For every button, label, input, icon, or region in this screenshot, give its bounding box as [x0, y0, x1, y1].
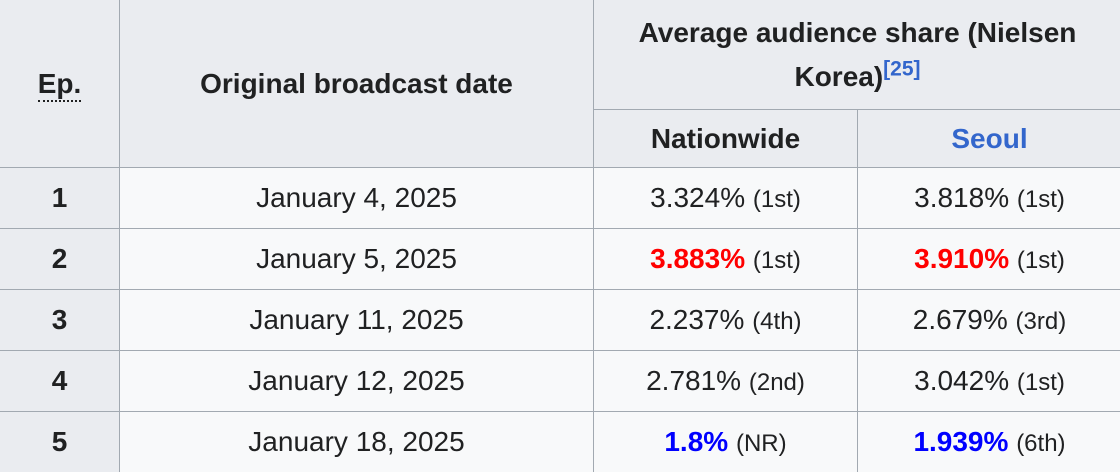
share-rank: (6th) [1016, 430, 1066, 458]
table-row: 2 January 5, 2025 3.883% (1st) 3.910% (1… [0, 228, 1120, 290]
share-rank: (1st) [1016, 186, 1065, 214]
nationwide-share: 3.324% (1st) [593, 167, 858, 229]
episode-number: 3 [0, 289, 120, 351]
broadcast-date: January 18, 2025 [119, 411, 594, 472]
share-rank: (NR) [735, 430, 787, 458]
ep-abbreviation: Ep. [37, 67, 82, 102]
header-row-top: Ep. Original broadcast date Average audi… [0, 0, 1120, 168]
audience-share-label: Average audience share (Nielsen Korea) [638, 17, 1077, 92]
seoul-share: 3.042% (1st) [857, 350, 1120, 412]
reference-link[interactable]: [25] [883, 57, 921, 81]
share-value: 2.237% [649, 304, 745, 336]
share-value: 2.781% [646, 365, 742, 397]
share-value: 3.818% [914, 182, 1010, 214]
share-rank: (1st) [1016, 369, 1065, 397]
share-value: 3.324% [650, 182, 746, 214]
table-row: 4 January 12, 2025 2.781% (2nd) 3.042% (… [0, 350, 1120, 412]
share-value: 3.042% [914, 365, 1010, 397]
audience-share-group-header: Average audience share (Nielsen Korea)[2… [593, 0, 1120, 110]
nationwide-share: 1.8% (NR) [593, 411, 858, 472]
reference-superscript: [25] [883, 57, 920, 80]
episode-number: 4 [0, 350, 120, 412]
share-rank: (1st) [752, 186, 801, 214]
broadcast-date: January 11, 2025 [119, 289, 594, 351]
share-rank: (2nd) [748, 369, 805, 397]
episode-number: 5 [0, 411, 120, 472]
share-value: 2.679% [912, 304, 1008, 336]
seoul-column-header: Seoul [857, 109, 1120, 168]
nationwide-share: 3.883% (1st) [593, 228, 858, 290]
broadcast-date: January 4, 2025 [119, 167, 594, 229]
table-row: 5 January 18, 2025 1.8% (NR) 1.939% (6th… [0, 411, 1120, 472]
broadcast-date: January 5, 2025 [119, 228, 594, 290]
seoul-share: 1.939% (6th) [857, 411, 1120, 472]
share-value: 3.910% [914, 243, 1010, 275]
seoul-link[interactable]: Seoul [951, 122, 1028, 154]
episode-number: 2 [0, 228, 120, 290]
ep-column-header: Ep. [0, 0, 120, 168]
share-rank: (1st) [1016, 247, 1065, 275]
seoul-share: 3.818% (1st) [857, 167, 1120, 229]
broadcast-date: January 12, 2025 [119, 350, 594, 412]
seoul-share: 2.679% (3rd) [857, 289, 1120, 351]
episode-number: 1 [0, 167, 120, 229]
share-rank: (3rd) [1015, 308, 1067, 336]
share-value: 1.939% [913, 426, 1009, 458]
table-row: 1 January 4, 2025 3.324% (1st) 3.818% (1… [0, 167, 1120, 229]
nationwide-column-header: Nationwide [593, 109, 858, 168]
share-value: 3.883% [650, 243, 746, 275]
share-rank: (4th) [752, 308, 802, 336]
nationwide-share: 2.237% (4th) [593, 289, 858, 351]
table-row: 3 January 11, 2025 2.237% (4th) 2.679% (… [0, 289, 1120, 351]
seoul-share: 3.910% (1st) [857, 228, 1120, 290]
share-value: 1.8% [664, 426, 729, 458]
share-rank: (1st) [752, 247, 801, 275]
broadcast-date-column-header: Original broadcast date [119, 0, 594, 168]
nationwide-share: 2.781% (2nd) [593, 350, 858, 412]
